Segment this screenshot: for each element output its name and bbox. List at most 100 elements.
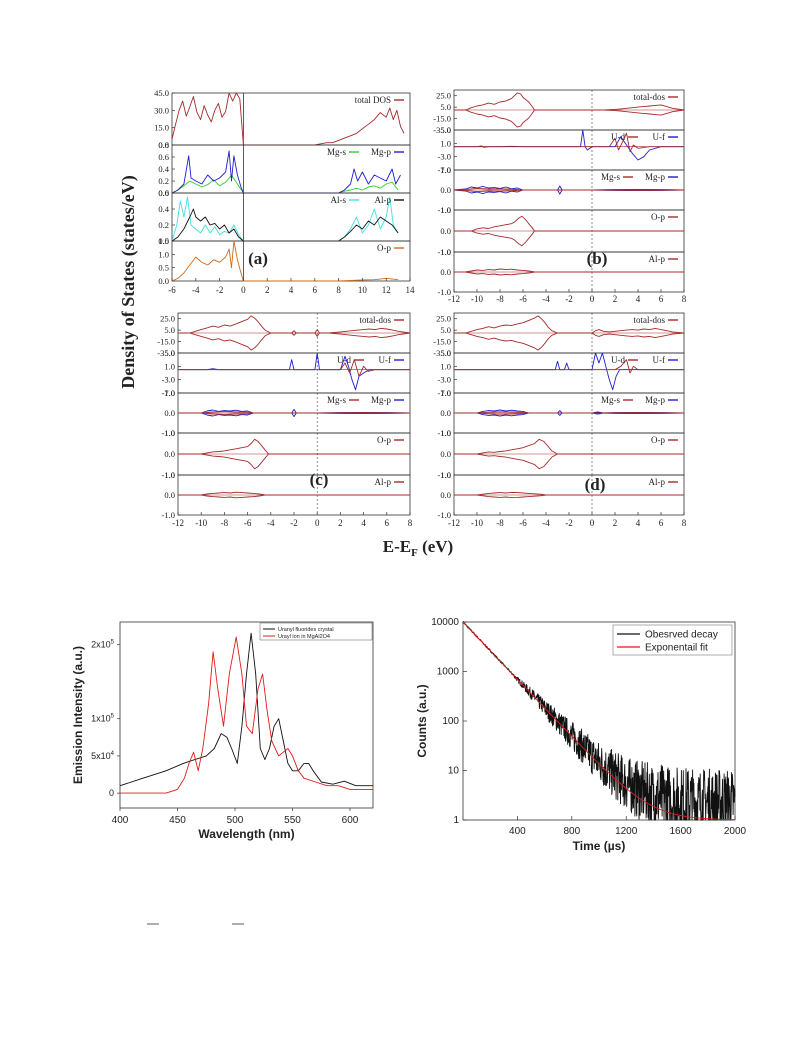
y-tick-label: 1.0	[440, 138, 451, 148]
x-tick-label: 0	[590, 518, 595, 528]
y-tick-label: -35.0	[157, 348, 175, 358]
legend-label: U-f	[379, 355, 392, 365]
panel-label: (b)	[587, 249, 608, 268]
x-tick-label: 8	[336, 285, 341, 295]
series-line	[453, 187, 685, 191]
legend-label: total-dos	[360, 315, 392, 325]
y-tick-label: 0.0	[164, 449, 175, 459]
series-line	[454, 491, 684, 496]
series-line-mirror	[178, 332, 411, 351]
x-tick-label: 6	[659, 294, 664, 304]
legend-label: total-dos	[634, 92, 666, 102]
series-line	[454, 411, 685, 414]
y-tick-label: 0.0	[440, 408, 451, 418]
y-tick-label: 1.0	[164, 388, 175, 398]
series-line-mirror	[453, 189, 685, 193]
x-tick-label: -2	[565, 518, 573, 528]
x-tick-label: -12	[172, 518, 184, 528]
series-line	[178, 315, 411, 334]
y-tick-label: 0	[109, 788, 114, 798]
y-tick-label: -35.0	[433, 348, 451, 358]
y-tick-label: 25.0	[436, 91, 451, 101]
y-tick-exp: 5	[111, 639, 115, 645]
x-tick-label: 8	[408, 518, 413, 528]
legend-label: total DOS	[355, 95, 391, 105]
y-tick-label: 25.0	[436, 314, 451, 324]
y-tick-label: -7.0	[162, 388, 175, 398]
series-line-mirror	[454, 453, 684, 470]
subplot-frame	[453, 352, 685, 394]
y-tick-label: 25.0	[160, 314, 175, 324]
y-tick-label: -15.0	[433, 114, 451, 124]
legend-label: Al-p	[375, 195, 392, 205]
series-line	[171, 150, 401, 194]
y-tick-label: -15.0	[433, 337, 451, 347]
x-tick-label: 500	[227, 815, 244, 826]
y-tick-label: 1.0	[440, 165, 451, 175]
series-line	[119, 632, 373, 787]
y-tick-label: 1.0	[440, 361, 451, 371]
legend-label: Mg-p	[371, 395, 391, 405]
y-tick-label: 5.0	[440, 348, 451, 358]
subplot: 1.0 0.0 -1.0 Mg-p Mg-s	[162, 388, 411, 438]
x-tick-label: 800	[563, 826, 580, 837]
y-tick-label: 0.4	[158, 164, 169, 174]
series-line-mirror	[454, 271, 684, 276]
series-line	[171, 208, 399, 242]
series-line-mirror	[454, 412, 685, 415]
y-tick-label: 0.0	[440, 185, 451, 195]
emission-chart: 400 450 500 550 6002x1051x1055x1040Wavelengt…	[71, 621, 374, 841]
y-tick-label: 0.0	[440, 226, 451, 236]
y-tick-label: 5.0	[440, 325, 451, 335]
y-tick-label: -3.0	[438, 375, 451, 385]
legend-label: Mg-s	[601, 395, 620, 405]
x-tick-label: 10	[358, 285, 368, 295]
subplot: 1.0 0.0 -1.0 Mg-p Mg-s	[438, 388, 685, 438]
x-tick-label: -10	[471, 294, 483, 304]
y-tick-label: 0.0	[164, 408, 175, 418]
x-tick-label: 2	[613, 294, 618, 304]
y-tick-label: -7.0	[438, 388, 451, 398]
y-tick-label: 30.0	[154, 105, 169, 115]
y-tick-label: -1.0	[438, 287, 451, 297]
dos-panel-b: 25.05.0-15.0-35.0total-dos5.01.0-3.0-7.0…	[433, 89, 687, 304]
shared-ylabel: Density of States (states/eV)	[118, 175, 139, 388]
x-tick-label: 0	[241, 285, 246, 295]
y-tick-label: 0.4	[158, 204, 169, 214]
y-tick-label: 0.6	[158, 152, 169, 162]
y-tick-label: 1.0	[440, 388, 451, 398]
legend: Obesrved decay Exponentail fit	[612, 624, 733, 656]
x-tick-label: -8	[221, 518, 229, 528]
series-line	[454, 268, 684, 273]
legend-label: O-p	[651, 212, 665, 222]
series-line-mirror	[454, 494, 684, 499]
subplot: 1.0 0.0 -1.0 Al-p	[162, 470, 411, 520]
series-line	[462, 620, 736, 821]
y-tick-label: 5.0	[440, 102, 451, 112]
x-tick-label: -6	[244, 518, 252, 528]
x-tick-label: -4	[542, 518, 550, 528]
legend-label: U-d	[611, 355, 625, 365]
series-line	[178, 438, 410, 455]
series-line	[171, 174, 399, 194]
y-tick-label: -1.0	[162, 510, 175, 520]
legend-label: Al-s	[331, 195, 347, 205]
x-tick-label: 6	[385, 518, 390, 528]
series-line	[454, 129, 684, 161]
legend-label: Mg-s	[327, 395, 346, 405]
x-tick-label: -12	[448, 294, 460, 304]
y-tick-label: 0.2	[158, 176, 169, 186]
x-tick-label: 400	[509, 826, 526, 837]
series-line	[178, 359, 410, 377]
y-tick-base: 0	[109, 788, 114, 798]
series-line	[171, 196, 399, 242]
legend-label: U-d	[337, 355, 351, 365]
series-line	[178, 411, 411, 414]
y-tick-label: 1.0	[164, 428, 175, 438]
y-tick-label: 0.0	[440, 490, 451, 500]
legend-label: Al-p	[375, 477, 392, 487]
y-tick-label: 1.5	[158, 236, 169, 246]
x-tick-label: 4	[361, 518, 366, 528]
decay-chart: 400 800 1200 1600 2000 10000 1000 100 10 1 Time (µ…	[415, 617, 747, 853]
